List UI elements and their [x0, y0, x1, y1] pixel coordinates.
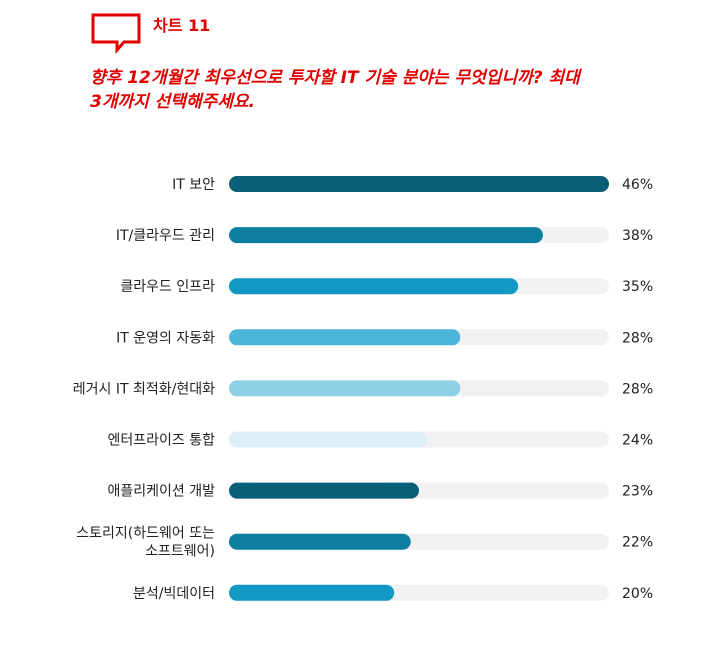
value-label: 20% — [622, 586, 653, 602]
bar — [229, 380, 461, 397]
category-label: IT/클라우드 관리 — [116, 228, 215, 244]
value-label: 22% — [622, 535, 653, 551]
value-label: 46% — [622, 177, 653, 193]
value-label: 38% — [622, 228, 653, 244]
chart-title-line-2: 3개까지 선택해주세요. — [90, 92, 255, 112]
category-label: IT 보안 — [172, 177, 215, 193]
value-label: 23% — [622, 484, 653, 500]
bar — [229, 227, 543, 244]
value-label: 28% — [622, 381, 653, 397]
category-label: IT 운영의 자동화 — [116, 330, 215, 346]
value-label: 35% — [622, 279, 653, 295]
category-label: 레거시 IT 최적화/현대화 — [73, 381, 215, 397]
chart-number: 차트 11 — [153, 16, 211, 35]
category-label: 소프트웨어) — [145, 544, 215, 560]
speech-bubble-icon — [91, 13, 141, 54]
bar — [229, 176, 609, 192]
value-label: 24% — [622, 433, 653, 449]
chart-title-line-1: 향후 12개월간 최우선으로 투자할 IT 기술 분야는 무엇입니까? 최대 — [90, 68, 580, 88]
bar — [229, 431, 428, 448]
bar — [229, 533, 411, 550]
bar — [229, 329, 461, 346]
category-label: 애플리케이션 개발 — [108, 484, 216, 500]
bar — [229, 584, 395, 601]
category-label: 분석/빅데이터 — [133, 586, 215, 602]
category-label: 클라우드 인프라 — [120, 279, 215, 295]
bar — [229, 482, 419, 499]
category-label: 스토리지(하드웨어 또는 — [76, 526, 215, 542]
chart-title: 향후 12개월간 최우선으로 투자할 IT 기술 분야는 무엇입니까? 최대 3… — [90, 66, 650, 114]
value-label: 28% — [622, 330, 653, 346]
category-label: 엔터프라이즈 통합 — [108, 433, 216, 449]
bar — [229, 278, 519, 295]
